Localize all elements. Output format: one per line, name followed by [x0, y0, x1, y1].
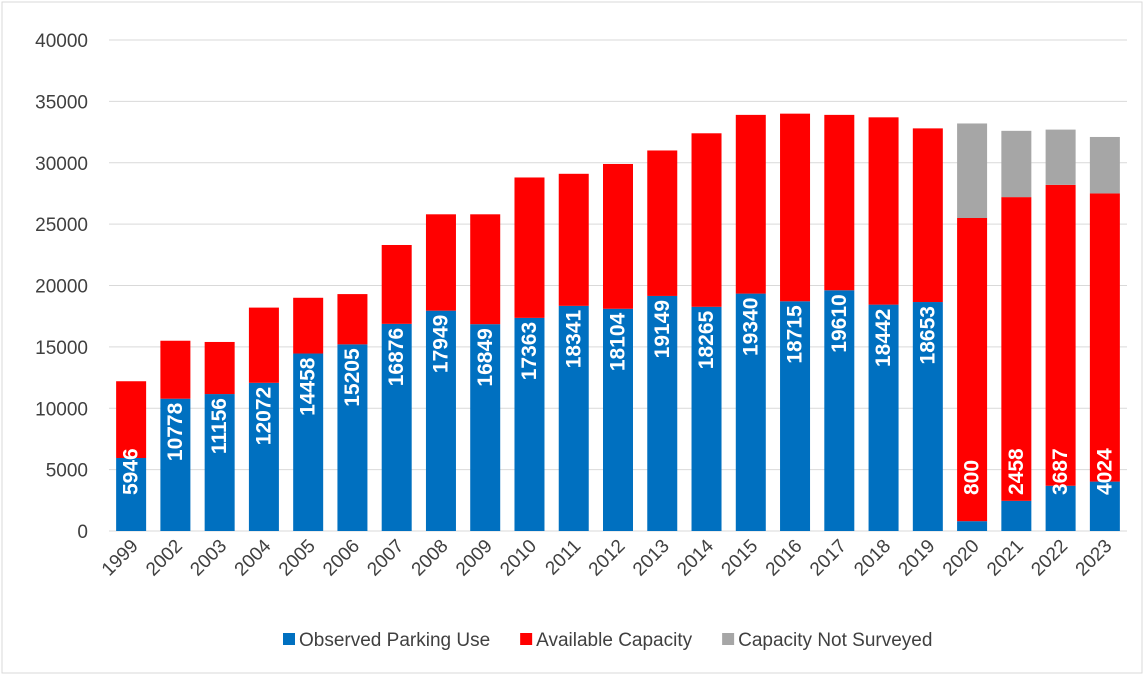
data-label: 10778: [164, 402, 187, 461]
data-label: 18265: [695, 310, 718, 369]
data-label: 17949: [430, 315, 453, 373]
bar-segment: [514, 317, 545, 531]
data-label: 19149: [651, 300, 674, 358]
bar-segment: [116, 458, 147, 531]
legend-swatch: [520, 633, 533, 645]
data-label: 18715: [784, 305, 807, 364]
bar-segment: [735, 293, 766, 531]
bar-segment: [824, 114, 855, 291]
bar-segment: [1045, 485, 1076, 531]
bar-segment: [160, 398, 191, 531]
data-label: 4024: [1093, 448, 1116, 495]
data-label: 15205: [341, 348, 364, 407]
bar-segment: [780, 113, 811, 302]
bar-segment: [425, 310, 456, 531]
bar-segment: [558, 173, 589, 306]
bar-segment: [116, 381, 147, 459]
data-label: 19340: [739, 298, 762, 356]
legend-label: Available Capacity: [536, 630, 692, 651]
bar-segment: [514, 177, 545, 318]
y-tick-label: 5000: [46, 461, 88, 482]
bar-segment: [1001, 197, 1032, 501]
bar-segment: [381, 244, 412, 324]
bar-segment: [735, 114, 766, 294]
y-tick-label: 20000: [35, 277, 88, 298]
bar-segment: [558, 305, 589, 531]
bar-segment: [470, 324, 501, 531]
bar-segment: [1045, 184, 1076, 486]
data-label: 16849: [474, 328, 497, 386]
bar-segment: [824, 290, 855, 531]
y-tick-label: 25000: [35, 215, 88, 236]
bar-segment: [1001, 130, 1032, 198]
data-label: 2458: [1005, 448, 1028, 495]
bar-segment: [603, 308, 633, 531]
data-label: 19610: [828, 294, 851, 352]
bar-segment: [381, 323, 412, 531]
bar-segment: [337, 344, 368, 531]
bar-segment: [691, 133, 722, 307]
legend-label: Observed Parking Use: [299, 630, 490, 651]
bar-segment: [780, 301, 811, 531]
bar-segment: [868, 117, 899, 305]
bar-segment: [603, 163, 633, 309]
data-label: 11156: [208, 398, 231, 454]
data-label: 800: [961, 460, 984, 495]
bar-segment: [647, 150, 678, 296]
data-label: 18104: [607, 312, 630, 371]
bar-segment: [691, 306, 722, 531]
data-label: 5946: [120, 448, 143, 495]
bar-segment: [337, 294, 368, 345]
legend-swatch: [722, 633, 735, 645]
bar-segment: [957, 521, 988, 531]
bar-segment: [1089, 193, 1120, 482]
y-tick-label: 30000: [35, 154, 88, 175]
bar-segment: [647, 295, 678, 531]
data-label: 12072: [252, 387, 275, 445]
bar-segment: [204, 394, 235, 531]
bar-segment: [425, 214, 456, 311]
bar-segment: [293, 297, 324, 354]
bar-segment: [1045, 129, 1076, 185]
data-label: 16876: [385, 328, 408, 386]
bar-segment: [1001, 500, 1032, 531]
bar-segment: [868, 304, 899, 531]
data-label: 3687: [1049, 448, 1072, 495]
bar-segment: [912, 302, 943, 531]
y-tick-label: 15000: [35, 338, 88, 359]
y-tick-label: 0: [77, 522, 88, 543]
y-tick-label: 40000: [35, 31, 88, 52]
y-tick-label: 10000: [35, 399, 88, 420]
bar-segment: [204, 341, 235, 395]
data-label: 17363: [518, 322, 541, 380]
bar-segment: [248, 382, 279, 531]
bar-segment: [1089, 481, 1120, 531]
bar-segment: [957, 217, 988, 522]
y-tick-label: 35000: [35, 92, 88, 113]
data-label: 18442: [872, 309, 895, 367]
bar-segment: [293, 353, 324, 531]
bar-segment: [912, 128, 943, 303]
data-label: 18653: [916, 306, 939, 364]
bar-segment: [1089, 136, 1120, 194]
bar-segment: [957, 123, 988, 218]
data-label: 14458: [297, 357, 320, 416]
legend-label: Capacity Not Surveyed: [738, 630, 932, 651]
bar-segment: [470, 214, 501, 325]
legend-swatch: [283, 633, 295, 645]
bar-segment: [248, 307, 279, 383]
data-label: 18341: [562, 310, 585, 369]
bar-segment: [160, 340, 191, 399]
